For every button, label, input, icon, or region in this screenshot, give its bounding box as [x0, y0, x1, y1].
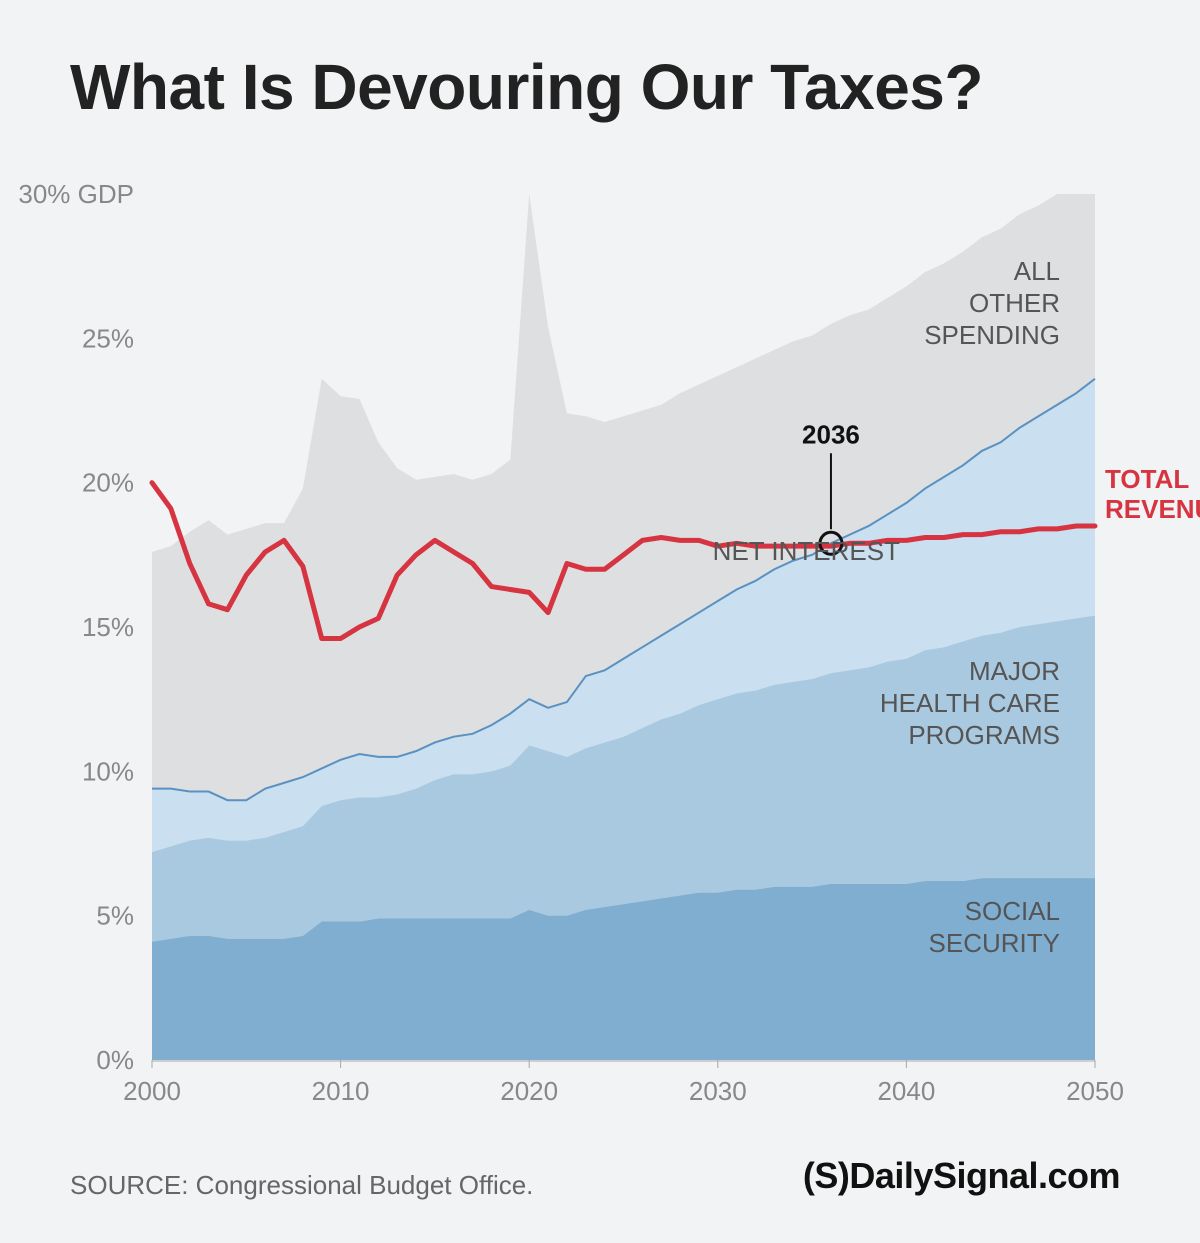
page-root: What Is Devouring Our Taxes? 0%5%10%15%2… [0, 0, 1200, 1243]
chart-svg: 0% 5% 10% 15% 20% 25% 30% GDP 2000 2010 2020 2030 2… [0, 0, 1200, 1243]
x-tick-label: 2050 [1066, 1076, 1124, 1106]
brand-prefix: (S) [803, 1155, 850, 1196]
x-tick-label: 2040 [877, 1076, 935, 1106]
x-tick-label: 2020 [500, 1076, 558, 1106]
y-tick-label: 0% [96, 1045, 134, 1075]
x-tick-label: 2010 [312, 1076, 370, 1106]
chart-container: 0% 5% 10% 15% 20% 25% 30% GDP 2000 2010 2020 2030 2… [0, 0, 1200, 1243]
y-tick-label: 30% GDP [18, 179, 134, 209]
source-text: SOURCE: Congressional Budget Office. [70, 1170, 533, 1201]
y-tick-label: 5% [96, 901, 134, 931]
y-tick-label: 15% [82, 612, 134, 642]
y-tick-label: 10% [82, 756, 134, 786]
area-label-net_interest: NET INTEREST [713, 536, 900, 566]
y-tick-label: 20% [82, 468, 134, 498]
total-revenue-label: TOTALREVENUE [1105, 465, 1200, 525]
x-tick-label: 2000 [123, 1076, 181, 1106]
brand-text: DailySignal.com [849, 1155, 1120, 1196]
callout-label: 2036 [802, 419, 860, 449]
y-tick-label: 25% [82, 323, 134, 353]
brand-logo: (S)DailySignal.com [803, 1155, 1120, 1197]
x-tick-label: 2030 [689, 1076, 747, 1106]
